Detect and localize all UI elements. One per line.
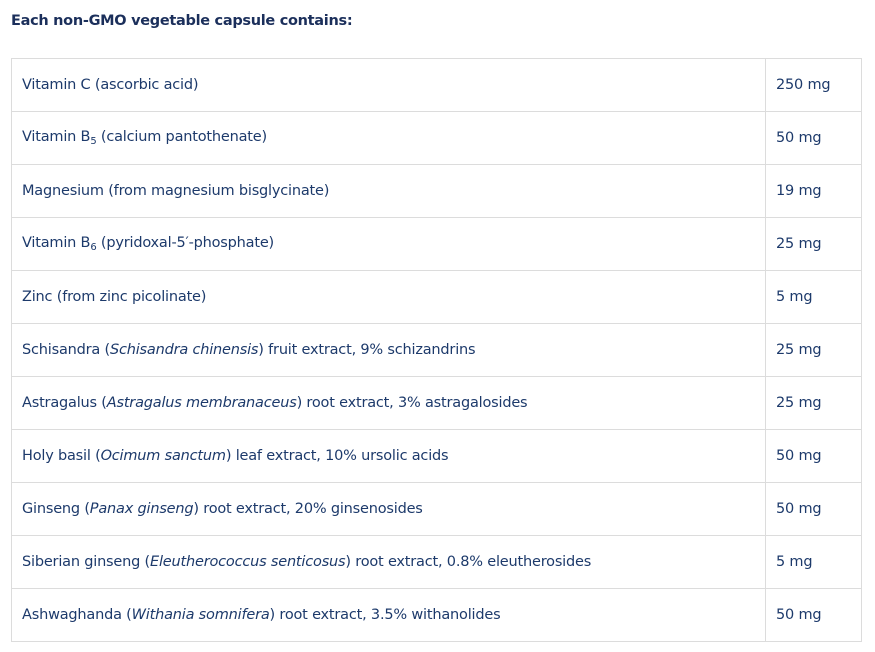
table-row: Astragalus (Astragalus membranaceus) roo…	[11, 376, 862, 430]
text-segment: ) fruit extract, 9% schizandrins	[258, 342, 476, 358]
text-segment: Vitamin B	[22, 235, 91, 251]
ingredient-name: Ginseng (Panax ginseng) root extract, 20…	[11, 482, 766, 536]
table-row: Vitamin C (ascorbic acid) 250 mg	[11, 58, 862, 112]
table-row: Ashwaghanda (Withania somnifera) root ex…	[11, 588, 862, 642]
table-row: Vitamin B5 (calcium pantothenate) 50 mg	[11, 111, 862, 165]
subscript: 5	[90, 136, 97, 147]
latin-name: Withania somnifera	[131, 607, 270, 623]
text-segment: Astragalus (	[22, 395, 107, 411]
text-segment: Zinc (from zinc picolinate)	[22, 289, 207, 305]
ingredient-amount: 5 mg	[765, 535, 862, 589]
text-segment: Vitamin B	[22, 129, 91, 145]
latin-name: Ocimum sanctum	[100, 448, 226, 464]
text-segment: Schisandra (	[22, 342, 110, 358]
ingredient-name: Siberian ginseng (Eleutherococcus sentic…	[11, 535, 766, 589]
text-segment: ) root extract, 0.8% eleutherosides	[345, 554, 592, 570]
ingredient-name: Vitamin B6 (pyridoxal-5′-phosphate)	[11, 217, 766, 271]
text-segment: ) leaf extract, 10% ursolic acids	[225, 448, 449, 464]
text-segment: ) root extract, 3.5% withanolides	[269, 607, 501, 623]
ingredient-name: Zinc (from zinc picolinate)	[11, 270, 766, 324]
latin-name: Eleutherococcus senticosus	[150, 554, 346, 570]
ingredient-amount: 5 mg	[765, 270, 862, 324]
table-row: Magnesium (from magnesium bisglycinate) 1…	[11, 164, 862, 218]
ingredient-name: Holy basil (Ocimum sanctum) leaf extract…	[11, 429, 766, 483]
text-segment: Vitamin C (ascorbic acid)	[22, 77, 199, 93]
text-segment: Ashwaghanda (	[22, 607, 132, 623]
ingredient-amount: 50 mg	[765, 429, 862, 483]
table-row: Schisandra (Schisandra chinensis) fruit …	[11, 323, 862, 377]
table-row: Ginseng (Panax ginseng) root extract, 20…	[11, 482, 862, 536]
text-segment: Magnesium (from magnesium bisglycinate)	[22, 183, 330, 199]
text-segment: Siberian ginseng (	[22, 554, 150, 570]
latin-name: Schisandra chinensis	[109, 342, 259, 358]
latin-name: Panax ginseng	[89, 501, 194, 517]
table-row: Vitamin B6 (pyridoxal-5′-phosphate) 25 mg	[11, 217, 862, 271]
ingredient-amount: 50 mg	[765, 588, 862, 642]
ingredient-amount: 25 mg	[765, 376, 862, 430]
ingredient-name: Ashwaghanda (Withania somnifera) root ex…	[11, 588, 766, 642]
table-row: Holy basil (Ocimum sanctum) leaf extract…	[11, 429, 862, 483]
ingredient-amount: 250 mg	[765, 58, 862, 112]
ingredient-name: Vitamin C (ascorbic acid)	[11, 58, 766, 112]
text-segment: ) root extract, 20% ginsenosides	[193, 501, 423, 517]
ingredient-amount: 25 mg	[765, 217, 862, 271]
text-segment: Ginseng (	[22, 501, 90, 517]
ingredient-name: Magnesium (from magnesium bisglycinate)	[11, 164, 766, 218]
ingredient-name: Vitamin B5 (calcium pantothenate)	[11, 111, 766, 165]
latin-name: Astragalus membranaceus	[106, 395, 297, 411]
table-row: Siberian ginseng (Eleutherococcus sentic…	[11, 535, 862, 589]
ingredient-amount: 50 mg	[765, 111, 862, 165]
text-segment: (pyridoxal-5′-phosphate)	[96, 235, 274, 251]
ingredient-amount: 19 mg	[765, 164, 862, 218]
subscript: 6	[90, 242, 97, 253]
text-segment: Holy basil (	[22, 448, 101, 464]
ingredient-name: Schisandra (Schisandra chinensis) fruit …	[11, 323, 766, 377]
text-segment: ) root extract, 3% astragalosides	[296, 395, 528, 411]
section-heading: Each non-GMO vegetable capsule contains:	[11, 13, 353, 29]
table-row: Zinc (from zinc picolinate) 5 mg	[11, 270, 862, 324]
text-segment: (calcium pantothenate)	[96, 129, 267, 145]
ingredient-name: Astragalus (Astragalus membranaceus) roo…	[11, 376, 766, 430]
ingredients-table: Vitamin C (ascorbic acid) 250 mg Vitamin B…	[11, 58, 862, 642]
ingredient-amount: 50 mg	[765, 482, 862, 536]
ingredient-amount: 25 mg	[765, 323, 862, 377]
